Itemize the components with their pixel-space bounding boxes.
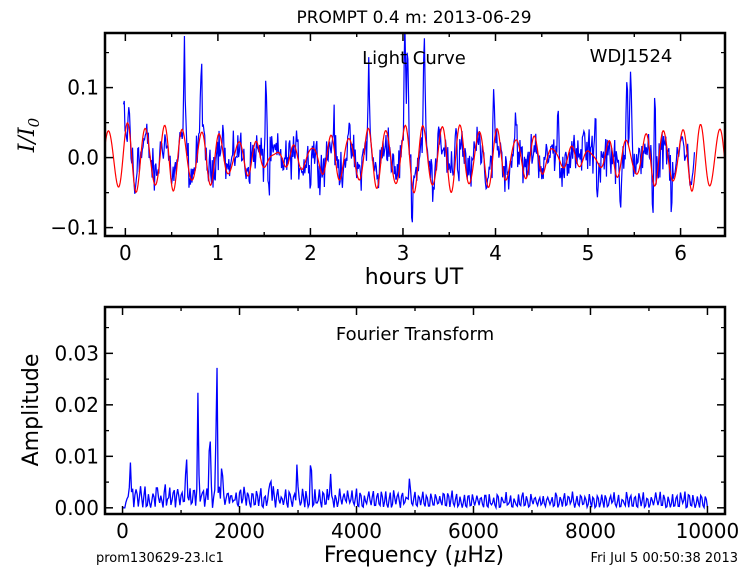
ylabel-slash: / [15,133,40,145]
fourier-xtick-label: 6000 [448,519,499,543]
light-curve-xtick-label: 2 [304,241,317,265]
fourier-amplitude-line [122,367,709,511]
light-curve-xtick-label: 1 [212,241,225,265]
ylabel-denominator: I [15,126,40,137]
light-curve-panel: 0 1 2 3 4 5 6 −0.1 0.0 0.1 Light Curve WDJ1524 ho… [15,31,727,290]
light-curve-ytick-label: 0.0 [67,146,99,170]
ylabel-subscript: 0 [25,117,43,127]
object-name-label: WDJ1524 [590,46,673,67]
fourier-xlabel-mu: μ [453,543,467,568]
fourier-xlabel: Frequency (μHz) [324,543,504,568]
light-curve-xtick-label: 4 [489,241,502,265]
footer-timestamp: Fri Jul 5 00:50:38 2013 [591,551,738,566]
light-curve-annotation: Light Curve [362,48,466,69]
fourier-xlabel-prefix: Frequency ( [324,543,453,568]
figure-title: PROMPT 0.4 m: 2013-06-29 [296,8,531,28]
light-curve-ytick-label: 0.1 [67,76,99,100]
light-curve-xlabel: hours UT [365,265,464,290]
light-curve-frame [103,31,727,238]
fourier-ytick-label: 0.02 [54,393,99,417]
light-curve-xtick-label: 0 [119,241,132,265]
light-curve-xtick-label: 5 [582,241,595,265]
fourier-ytick-label: 0.00 [54,496,99,520]
fourier-xlabel-suffix: Hz) [467,543,504,568]
light-curve-model-line [105,121,725,194]
fourier-ytick-label: 0.01 [54,444,99,468]
fourier-panel: 0 2000 4000 6000 8000 10000 0.00 0.01 0.02 0.03 F… [19,305,740,568]
fourier-ylabel: Amplitude [19,354,44,467]
light-curve-ylabel: I/I0 [15,117,43,153]
light-curve-xtick-label: 6 [674,241,687,265]
fourier-xtick-label: 4000 [331,519,382,543]
fourier-annotation: Fourier Transform [336,324,494,345]
footer-filename: prom130629-23.lc1 [96,551,224,566]
fourier-xtick-label: 8000 [565,519,616,543]
fourier-xtick-label: 2000 [214,519,265,543]
svg-text:I/I0: I/I0 [15,117,43,153]
ylabel-numerator: I [15,142,40,153]
fourier-xtick-label: 0 [116,519,129,543]
light-curve-xtick-label: 3 [397,241,410,265]
fourier-xtick-label: 10000 [676,519,740,543]
fourier-frame [103,305,727,516]
fourier-ytick-label: 0.03 [54,341,99,365]
light-curve-ytick-label: −0.1 [50,216,99,240]
